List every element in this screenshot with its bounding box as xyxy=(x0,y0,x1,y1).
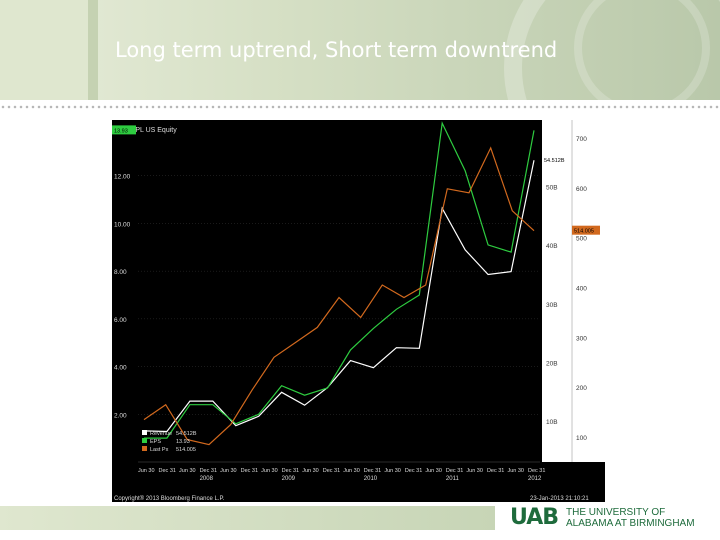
chart-background xyxy=(112,120,605,502)
university-seal-ring xyxy=(574,0,710,100)
price-tick-label: 300 xyxy=(576,335,587,342)
x-tick-label: Jun 30 xyxy=(261,468,278,474)
x-tick-label: Jun 30 xyxy=(179,468,196,474)
left-tick-label: 12.00 xyxy=(114,174,131,181)
revenue-tick-label: 50B xyxy=(546,185,558,192)
left-tick-label: 8.00 xyxy=(114,269,127,276)
legend-label: Revenue xyxy=(150,431,172,437)
legend-swatch xyxy=(142,438,147,443)
slide-title: Long term uptrend, Short term downtrend xyxy=(115,38,558,62)
price-tick-label: 200 xyxy=(576,385,587,392)
series-line-revenue xyxy=(143,160,535,433)
x-tick-label: Jun 30 xyxy=(343,468,360,474)
x-tick-label: Jun 30 xyxy=(384,468,401,474)
revenue-tick-label: 20B xyxy=(546,360,558,367)
left-tick-label: 10.00 xyxy=(114,221,131,228)
x-year-label: 2009 xyxy=(282,476,296,482)
x-tick-label: Dec 31 xyxy=(159,468,176,474)
header-accent-bar xyxy=(88,0,98,100)
left-tick-label: 2.00 xyxy=(114,412,127,419)
last-value-tag xyxy=(542,155,570,165)
revenue-tick-label: 40B xyxy=(546,243,558,250)
right-axis-panel xyxy=(542,120,605,462)
x-tick-label: Dec 31 xyxy=(487,468,504,474)
legend-value: 13.93 xyxy=(176,439,190,445)
price-tick-label: 100 xyxy=(576,435,587,442)
slide-header: Long term uptrend, Short term downtrend xyxy=(0,0,720,100)
uab-wordmark: THE UNIVERSITY OF ALABAMA AT BIRMINGHAM xyxy=(566,507,695,529)
x-tick-label: Jun 30 xyxy=(138,468,155,474)
x-tick-label: Jun 30 xyxy=(507,468,524,474)
dotted-divider xyxy=(0,104,720,110)
x-tick-label: Dec 31 xyxy=(241,468,258,474)
x-year-label: 2010 xyxy=(364,476,378,482)
legend-label: EPS xyxy=(150,439,161,445)
left-tick-label: 4.00 xyxy=(114,365,127,372)
chart-copyright: Copyright® 2013 Bloomberg Finance L.P. xyxy=(114,495,225,502)
revenue-tick-label: 30B xyxy=(546,302,558,309)
chart-timestamp: 23-Jan-2013 21:10:21 xyxy=(530,496,589,502)
price-tick-label: 600 xyxy=(576,186,587,193)
bloomberg-chart: AAPL US Equity 2.00 4.00 6.00 8.00 10.00 12.00… xyxy=(112,120,605,502)
legend-value: 514.005 xyxy=(176,447,196,453)
x-tick-label: Dec 31 xyxy=(405,468,422,474)
uab-logo: UAB xyxy=(510,505,559,530)
footer-bar xyxy=(0,506,495,530)
x-tick-label: Dec 31 xyxy=(364,468,381,474)
x-year-label: 2012 xyxy=(528,476,542,482)
x-tick-label: Dec 31 xyxy=(446,468,463,474)
last-value-tag xyxy=(572,225,600,235)
x-year-label: 2008 xyxy=(200,476,214,482)
series-line-last-px xyxy=(143,146,535,446)
x-tick-label: Jun 30 xyxy=(466,468,483,474)
uab-wordmark-line2: ALABAMA AT BIRMINGHAM xyxy=(566,518,695,529)
last-value-label: 514.005 xyxy=(574,229,594,235)
revenue-tick-label: 10B xyxy=(546,419,558,426)
price-tick-label: 700 xyxy=(576,136,587,143)
legend-swatch xyxy=(142,446,147,451)
legend-swatch xyxy=(142,430,147,435)
left-tick-label: 6.00 xyxy=(114,317,127,324)
header-left-bar xyxy=(0,0,88,100)
legend-label: Last Px xyxy=(150,447,169,453)
x-tick-label: Jun 30 xyxy=(425,468,442,474)
chart-svg: AAPL US Equity 2.00 4.00 6.00 8.00 10.00 12.00… xyxy=(112,120,605,502)
x-year-label: 2011 xyxy=(446,476,460,482)
series-line-eps xyxy=(144,121,535,439)
x-tick-label: Dec 31 xyxy=(323,468,340,474)
chart-title: AAPL US Equity xyxy=(126,127,177,134)
x-tick-label: Dec 31 xyxy=(528,468,545,474)
last-value-label: 54.512B xyxy=(544,158,565,164)
x-tick-label: Dec 31 xyxy=(282,468,299,474)
x-tick-label: Jun 30 xyxy=(220,468,237,474)
x-tick-label: Dec 31 xyxy=(200,468,217,474)
legend-value: 54.512B xyxy=(176,431,197,437)
price-tick-label: 400 xyxy=(576,286,587,293)
x-tick-label: Jun 30 xyxy=(302,468,319,474)
last-value-tag xyxy=(112,125,136,135)
last-value-label: 13.93 xyxy=(114,128,128,134)
price-tick-label: 500 xyxy=(576,236,587,243)
uab-wordmark-line1: THE UNIVERSITY OF xyxy=(566,507,666,518)
